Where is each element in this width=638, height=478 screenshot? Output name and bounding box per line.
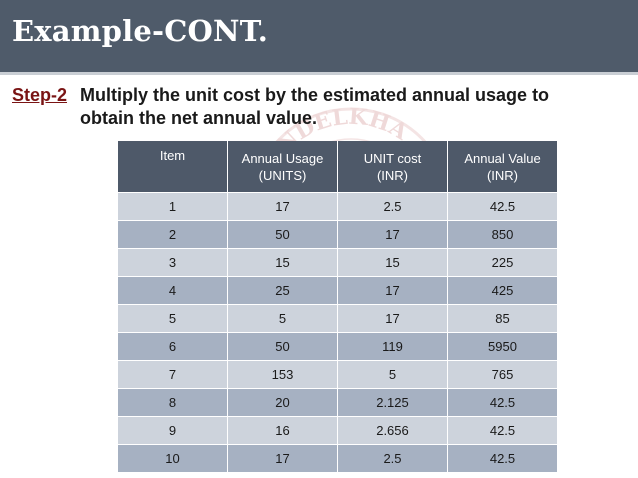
title-bar-divider xyxy=(0,72,638,75)
cell-annual-value: 5950 xyxy=(447,332,558,361)
table-row: 7 153 5 765 xyxy=(117,360,558,389)
cell-item: 5 xyxy=(117,304,228,333)
cell-annual-usage: 25 xyxy=(227,276,338,305)
column-header-unit: (INR) xyxy=(486,167,519,183)
table-row: 3 15 15 225 xyxy=(117,248,558,277)
cell-item: 2 xyxy=(117,220,228,249)
cell-item: 10 xyxy=(117,444,228,473)
cell-annual-usage: 50 xyxy=(227,220,338,249)
cell-annual-value: 42.5 xyxy=(447,416,558,445)
cell-annual-value: 850 xyxy=(447,220,558,249)
step-text-line1: Multiply the unit cost by the estimated … xyxy=(80,85,550,105)
table-row: 4 25 17 425 xyxy=(117,276,558,305)
cell-annual-usage: 15 xyxy=(227,248,338,277)
cell-annual-value: 42.5 xyxy=(447,444,558,473)
cell-annual-usage: 17 xyxy=(227,444,338,473)
cell-unit-cost: 5 xyxy=(337,360,448,389)
title-bar xyxy=(0,0,638,72)
cell-unit-cost: 17 xyxy=(337,220,448,249)
column-header-unit-cost: UNIT cost (INR) xyxy=(337,141,448,193)
table-row: 6 50 119 5950 xyxy=(117,332,558,361)
cell-unit-cost: 17 xyxy=(337,304,448,333)
slide-title: Example-CONT. xyxy=(12,14,269,48)
cell-unit-cost: 2.656 xyxy=(337,416,448,445)
abc-analysis-table: Item Annual Usage (UNITS) UNIT cost (INR) Ann… xyxy=(117,141,558,473)
cell-annual-value: 42.5 xyxy=(447,192,558,221)
cell-annual-usage: 5 xyxy=(227,304,338,333)
cell-item: 3 xyxy=(117,248,228,277)
cell-annual-usage: 50 xyxy=(227,332,338,361)
cell-unit-cost: 15 xyxy=(337,248,448,277)
table-body: 1 17 2.5 42.5 2 50 17 850 3 15 15 225 4 25 17 425 5 5 17 85… xyxy=(117,192,558,473)
cell-unit-cost: 119 xyxy=(337,332,448,361)
cell-annual-value: 425 xyxy=(447,276,558,305)
table-row: 9 16 2.656 42.5 xyxy=(117,416,558,445)
cell-annual-value: 765 xyxy=(447,360,558,389)
column-header-line: Item xyxy=(159,148,186,163)
cell-item: 1 xyxy=(117,192,228,221)
step-label: Step-2 xyxy=(12,85,68,105)
column-header-line: Annual Value xyxy=(464,150,541,166)
table-row: 1 17 2.5 42.5 xyxy=(117,192,558,221)
cell-annual-usage: 153 xyxy=(227,360,338,389)
column-header-annual-usage: Annual Usage (UNITS) xyxy=(227,141,338,193)
column-header-annual-value: Annual Value (INR) xyxy=(447,141,558,193)
column-header-unit: (UNITS) xyxy=(258,167,307,183)
table-row: 2 50 17 850 xyxy=(117,220,558,249)
cell-unit-cost: 2.5 xyxy=(337,192,448,221)
cell-item: 8 xyxy=(117,388,228,417)
cell-item: 4 xyxy=(117,276,228,305)
cell-item: 9 xyxy=(117,416,228,445)
table-header-row: Item Annual Usage (UNITS) UNIT cost (INR) Ann… xyxy=(117,141,558,193)
cell-annual-value: 42.5 xyxy=(447,388,558,417)
cell-item: 7 xyxy=(117,360,228,389)
column-header-line: Annual Usage xyxy=(241,150,324,166)
cell-annual-value: 225 xyxy=(447,248,558,277)
cell-unit-cost: 2.5 xyxy=(337,444,448,473)
step-text-line2: obtain the net annual value. xyxy=(80,108,318,128)
table-row: 10 17 2.5 42.5 xyxy=(117,444,558,473)
column-header-unit: (INR) xyxy=(376,167,409,183)
column-header-item: Item xyxy=(117,141,228,193)
table-row: 8 20 2.125 42.5 xyxy=(117,388,558,417)
cell-annual-usage: 20 xyxy=(227,388,338,417)
cell-unit-cost: 17 xyxy=(337,276,448,305)
cell-unit-cost: 2.125 xyxy=(337,388,448,417)
table-row: 5 5 17 85 xyxy=(117,304,558,333)
column-header-line: UNIT cost xyxy=(363,150,422,166)
cell-annual-usage: 16 xyxy=(227,416,338,445)
cell-annual-value: 85 xyxy=(447,304,558,333)
cell-item: 6 xyxy=(117,332,228,361)
cell-annual-usage: 17 xyxy=(227,192,338,221)
